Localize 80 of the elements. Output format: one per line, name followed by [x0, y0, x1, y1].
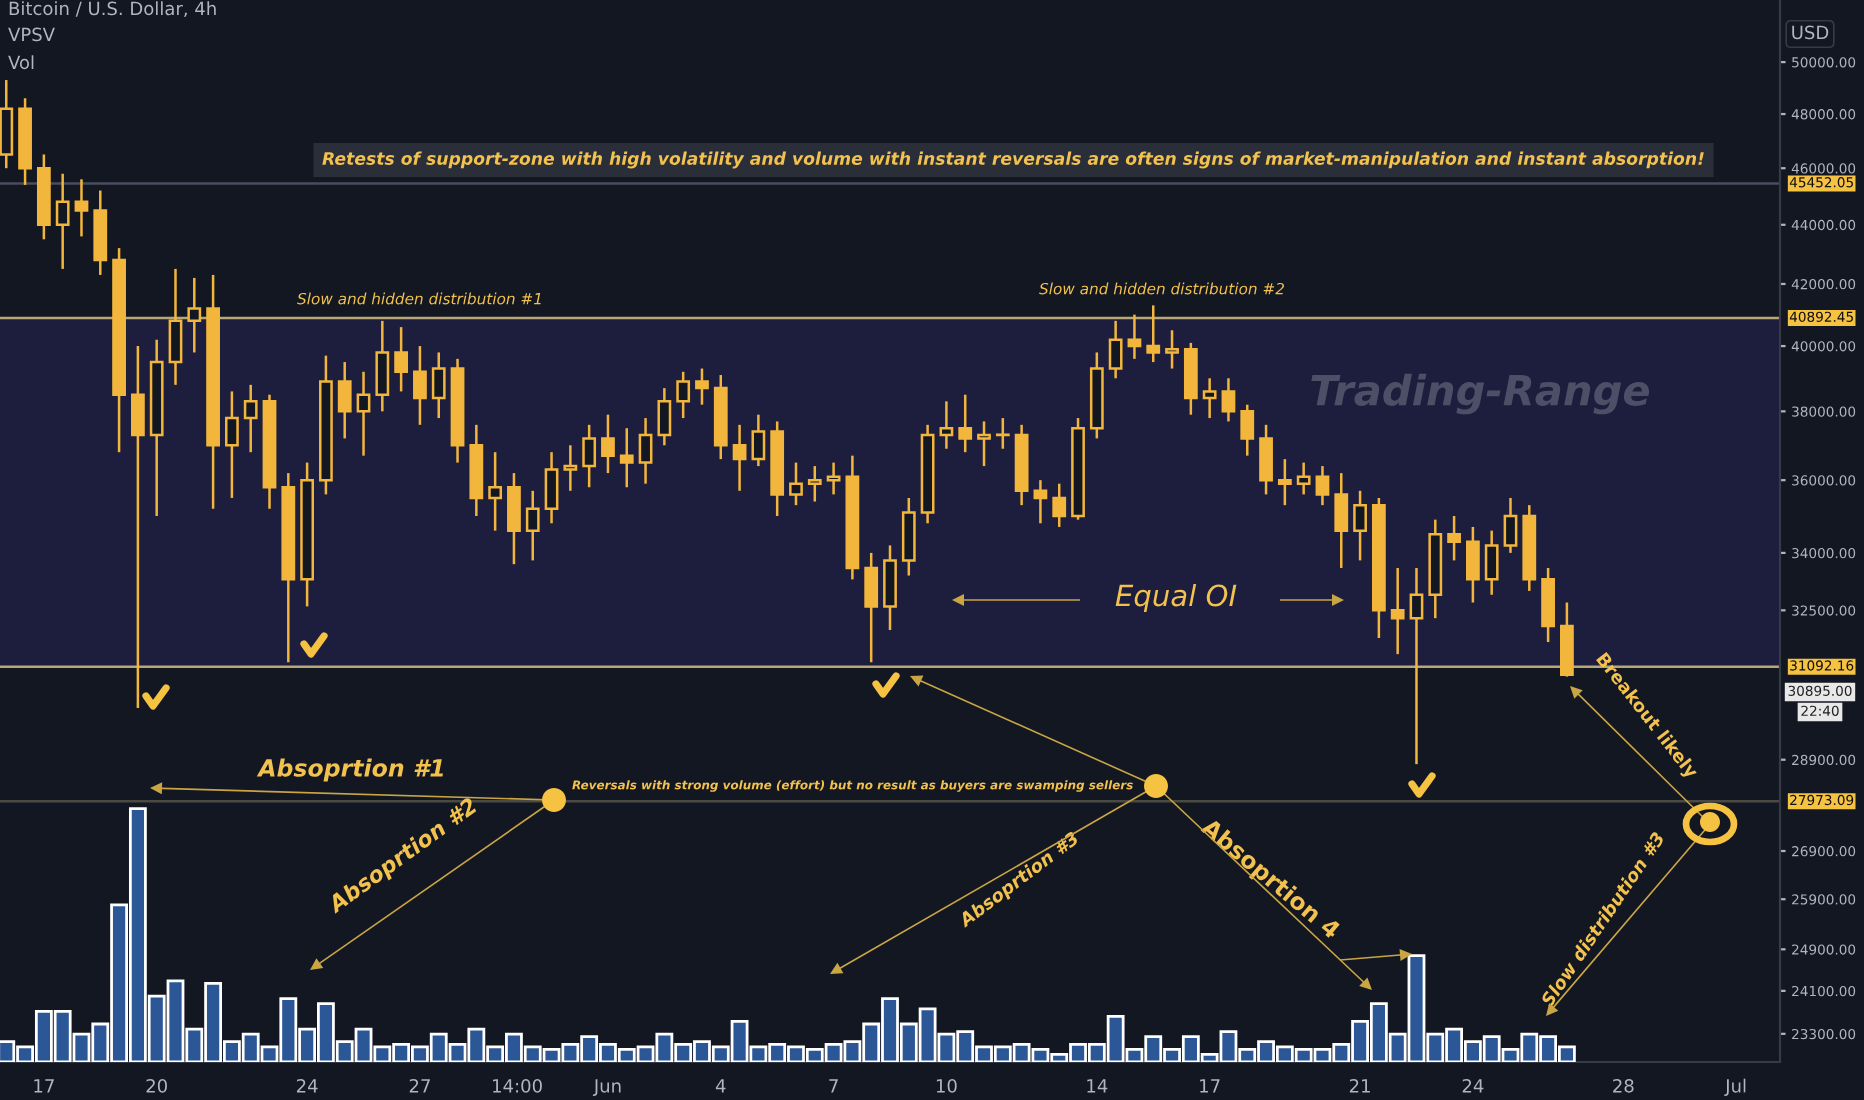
candlestick [544, 450, 559, 525]
candlestick [1447, 514, 1461, 562]
candlestick [1108, 319, 1123, 380]
candlestick [1221, 377, 1236, 423]
candlestick [789, 461, 803, 507]
annotation: Equal OI [1115, 583, 1237, 613]
candlestick [1315, 464, 1330, 507]
candlestick [337, 360, 352, 440]
x-tick-label: 4 [715, 1079, 726, 1093]
candlestick [168, 267, 183, 387]
x-tick-label: 10 [936, 1078, 957, 1093]
candlestick [413, 344, 427, 427]
candlestick [1409, 566, 1424, 766]
candlestick [807, 464, 822, 503]
candlestick [601, 413, 615, 475]
annotation: Vol [8, 55, 34, 70]
candlestick [883, 544, 897, 632]
x-tick-label: 21 [1349, 1078, 1370, 1093]
x-tick-label: 17 [1200, 1079, 1220, 1093]
x-tick-label: 20 [146, 1078, 167, 1093]
candlestick [1033, 478, 1048, 525]
candlestick [74, 178, 89, 238]
candlestick [1165, 329, 1179, 370]
candlestick [958, 393, 973, 454]
candlestick [1296, 461, 1311, 496]
candlestick [1240, 403, 1255, 457]
candlestick [1127, 313, 1142, 361]
x-tick-label: 27 [409, 1078, 430, 1093]
candlestick [1541, 566, 1555, 644]
candlestick [1334, 471, 1349, 570]
candlestick [394, 325, 409, 393]
chart-title: Bitcoin / U.S. Dollar, 4h [9, 1, 216, 18]
candlestick [977, 420, 991, 468]
candlestick [0, 78, 14, 170]
candlestick [582, 423, 597, 489]
candlestick [375, 319, 390, 413]
candlestick [676, 370, 691, 420]
candlestick [732, 423, 747, 493]
x-tick-label: 17 [34, 1079, 54, 1093]
x-tick-label: 14 [1087, 1079, 1108, 1093]
candlestick [563, 444, 578, 493]
candlestick [225, 390, 239, 500]
x-tick-label: 24 [1462, 1078, 1484, 1093]
candlestick [1146, 304, 1161, 364]
candlestick [488, 450, 503, 532]
candlestick [525, 489, 540, 562]
annotation: Absoprtion #1 [256, 758, 443, 782]
candlestick [55, 172, 70, 271]
candlestick [356, 370, 371, 457]
x-tick-label: 24 [296, 1078, 318, 1093]
candlestick [1466, 525, 1480, 604]
candlestick [1484, 529, 1499, 596]
candlestick [243, 383, 258, 454]
candlestick [995, 416, 1010, 450]
candlestick [1353, 489, 1367, 562]
candlestick [638, 416, 653, 485]
x-tick-label: Jul [1724, 1078, 1746, 1096]
annotation: VPSV [8, 27, 55, 42]
y-axis-title: USD [1792, 25, 1829, 40]
x-tick-label: 14:00 [493, 1078, 542, 1093]
x-tick-label: 7 [829, 1079, 838, 1093]
candlestick [187, 276, 202, 354]
candlestick [1202, 377, 1217, 420]
candlestick [695, 367, 709, 406]
candlestick [1390, 566, 1405, 656]
x-tick-label: 28 [1613, 1078, 1634, 1093]
candlestick [1259, 423, 1273, 496]
x-tick-label: Jun [592, 1079, 621, 1096]
candlestick [507, 471, 521, 566]
candlestick [826, 461, 841, 496]
candlestick [939, 400, 954, 450]
candlestick [1277, 457, 1292, 507]
candlestick [657, 386, 672, 447]
candlestick [751, 413, 766, 468]
candlestick [1052, 482, 1067, 529]
annotation: Retests of support-zone with high volatility and volume with instant reversals are often signs of market-manipulation and instant absorption! [322, 151, 1704, 169]
candlestick [864, 551, 879, 664]
candlestick [1503, 496, 1518, 555]
candlestick [431, 351, 446, 420]
candlestick [619, 426, 634, 489]
